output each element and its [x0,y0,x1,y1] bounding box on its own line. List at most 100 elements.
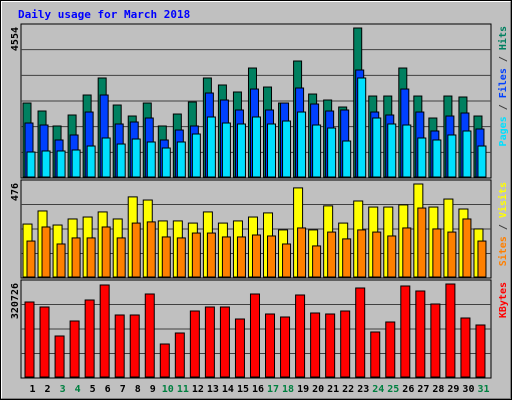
legend-separator: / [498,98,509,116]
x-tick-label: 19 [297,384,309,395]
bar [41,150,51,178]
bar [295,294,306,378]
bar [69,320,80,378]
legend-separator: / [498,218,509,236]
bar [432,228,442,278]
bar [84,299,95,378]
bar [236,123,246,178]
bar [159,343,170,378]
bar [370,331,381,378]
bar [86,237,96,278]
x-tick-label: 15 [237,384,249,395]
legend: KBytes [498,282,509,318]
x-tick-label: 24 [372,384,384,395]
x-tick-label: 26 [402,384,414,395]
x-tick-label: 7 [120,384,126,395]
bar [297,111,307,178]
x-tick-label: 6 [105,384,111,395]
legend-entry: Sites [497,236,509,266]
x-tick-label: 16 [252,384,264,395]
legend-entry: Visits [497,182,509,218]
x-tick-label: 14 [222,384,234,395]
bar [355,287,366,378]
x-tick-label: 1 [30,384,36,395]
bar [445,283,456,378]
bar [432,139,442,178]
bar [312,245,322,278]
bar [116,143,126,178]
bar [280,316,291,378]
bar [219,306,230,378]
x-tick-label: 9 [150,384,156,395]
y-tick-label: 320726 [10,283,21,319]
bar [204,306,215,378]
bar [387,235,397,278]
bar [447,134,457,178]
legend-entry: Pages [498,116,509,146]
bar [310,312,321,378]
bar [385,321,396,378]
bar [56,243,66,278]
legend: Sites / Visits [497,182,509,266]
x-tick-label: 12 [192,384,204,395]
legend-separator: / [498,50,509,68]
bar [131,222,141,278]
bar [447,231,457,278]
x-tick-label: 28 [432,384,444,395]
bar [372,231,382,278]
bar [41,226,51,278]
bar [327,127,337,178]
bar [312,124,322,178]
bar [101,137,111,178]
bar [267,123,277,178]
bar [462,218,472,278]
x-tick-label: 31 [477,384,489,395]
bar [415,290,426,378]
bar [372,117,382,178]
x-tick-label: 25 [387,384,399,395]
bar [251,234,261,278]
x-tick-label: 22 [342,384,354,395]
x-tick-label: 5 [90,384,96,395]
bar [114,314,125,378]
bar [430,303,441,378]
bar [387,123,397,178]
bar [236,236,246,278]
chart-title: Daily usage for March 2018 [18,8,190,21]
bar [340,310,351,378]
bar [71,237,81,278]
bar [251,116,261,178]
bar [131,138,141,178]
bar [26,240,36,278]
bar [249,293,260,378]
x-tick-label: 11 [177,384,189,395]
bar [282,120,292,178]
bar [462,130,472,178]
legend-entry: Files [497,68,509,98]
bar [146,141,156,178]
legend: Pages / Files / Hits [497,26,509,146]
bar [206,232,216,278]
bar [174,332,185,378]
x-tick-label: 4 [75,384,81,395]
bar [357,77,367,178]
bar [402,227,412,278]
bar [129,314,140,378]
bar [26,151,36,178]
bar [54,335,65,378]
bar [189,310,200,378]
legend-entry: Hits [497,26,509,50]
bar [265,313,276,378]
bar [176,141,186,178]
bar [221,122,231,178]
bar [116,237,126,278]
bar [297,227,307,278]
bar [144,293,155,378]
x-tick-label: 23 [357,384,369,395]
bar [400,285,411,378]
legend-entry: KBytes [498,282,509,318]
x-tick-label: 21 [327,384,339,395]
